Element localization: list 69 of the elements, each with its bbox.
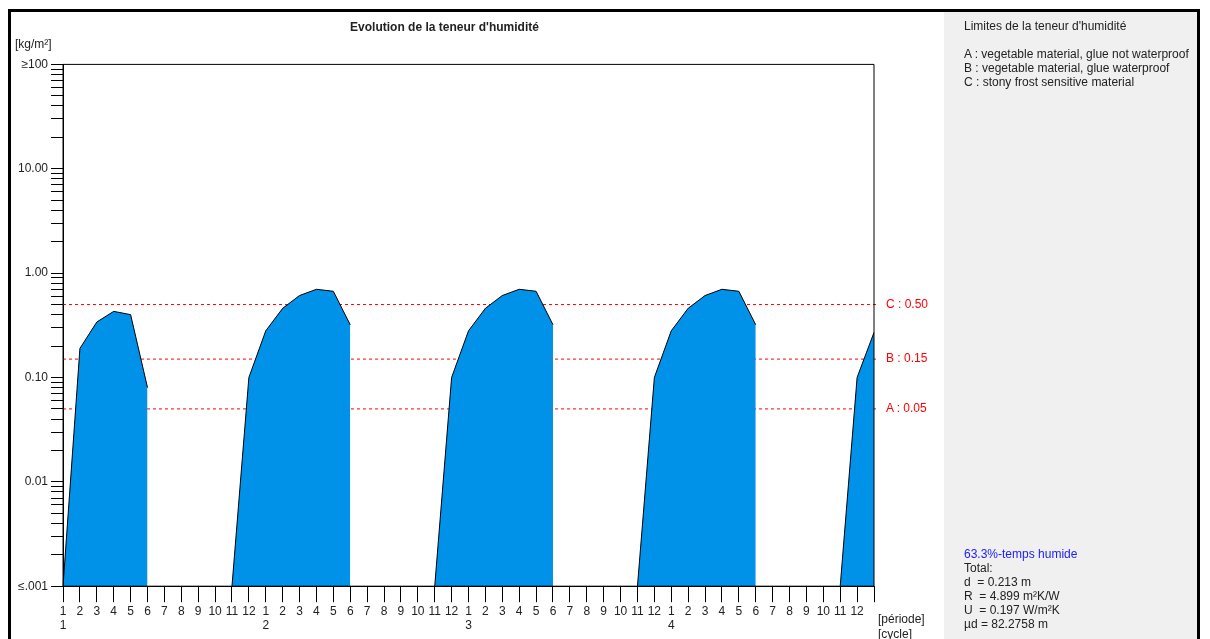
text: C : stony frost sensitive material: [963, 75, 1136, 89]
text: U = 0.197 W/m²K: [963, 603, 1061, 617]
y-tick-label: ≥100: [21, 56, 49, 71]
x-tick-label: 2: [482, 603, 490, 618]
x-tick-label: 3: [701, 603, 709, 618]
y-tick-label: 0.10: [24, 369, 49, 384]
x-tick-label: 5: [532, 603, 540, 618]
x-tick-label: 3: [296, 603, 304, 618]
x-tick-label: 12: [444, 603, 459, 618]
x-tick-label: 4: [313, 603, 321, 618]
y-tick-label: 1.00: [24, 265, 49, 280]
x-tick-label: 11: [631, 603, 645, 618]
x-tick-label: 11: [225, 603, 239, 618]
y-tick-label: ≤.001: [18, 578, 49, 593]
x-tick-label: 8: [786, 603, 794, 618]
x-tick-label: 8: [380, 603, 388, 618]
x-tick-label: 8: [583, 603, 591, 618]
x-tick-label: 8: [177, 603, 185, 618]
x-tick-label: 4: [718, 603, 726, 618]
x-tick-label: 12: [242, 603, 256, 618]
x-tick-label: 6: [549, 603, 557, 618]
text: µd = 82.2758 m: [963, 617, 1049, 631]
x-tick-label: 3: [498, 603, 506, 618]
y-axis-title: [kg/m²]: [15, 36, 52, 51]
x-tick-label: 4: [515, 603, 523, 618]
x-tick-label: 10: [208, 603, 223, 618]
x-tick-label: 1 2: [262, 603, 270, 633]
text: Total:: [963, 561, 994, 575]
text: 63.3%-temps humide: [963, 547, 1078, 561]
text: d = 0.213 m: [963, 575, 1033, 589]
x-tick-label: 2: [76, 603, 84, 618]
x-tick-label: 1 1: [59, 603, 67, 633]
x-tick-label: 10: [613, 603, 628, 618]
x-tick-label: 9: [600, 603, 608, 618]
chart-title: Evolution de la teneur d'humidité: [350, 19, 540, 34]
x-tick-label: 5: [735, 603, 743, 618]
x-tick-label: 7: [566, 603, 574, 618]
x-tick-label: 5: [330, 603, 338, 618]
x-tick-label: 3: [93, 603, 101, 618]
x-tick-label: 10: [816, 603, 831, 618]
x-tick-label: 4: [110, 603, 118, 618]
x-tick-label: 6: [144, 603, 152, 618]
text: A : vegetable material, glue not waterproof: [963, 47, 1189, 61]
x-tick-label: 11: [428, 603, 442, 618]
x-tick-label: 11: [833, 603, 847, 618]
x-tick-label: 1 3: [465, 603, 473, 633]
x-tick-label: 5: [127, 603, 135, 618]
x-tick-label: 7: [769, 603, 777, 618]
x-tick-label: 6: [346, 603, 354, 618]
x-tick-label: 9: [397, 603, 405, 618]
x-tick-label: 6: [752, 603, 760, 618]
ref-line-label: C : 0.50: [886, 296, 929, 311]
x-tick-label: 1 4: [667, 603, 675, 633]
x-tick-label: 12: [850, 603, 865, 618]
x-tick-label: 7: [363, 603, 371, 618]
x-tick-label: 10: [411, 603, 425, 618]
y-tick-label: 0.01: [24, 474, 49, 489]
x-tick-label: 2: [279, 603, 287, 618]
ref-line-label: A : 0.05: [886, 401, 928, 416]
ref-line-label: B : 0.15: [886, 351, 928, 366]
x-tick-label: 7: [161, 603, 169, 618]
x-tick-label: 9: [803, 603, 811, 618]
x-tick-label: 2: [684, 603, 692, 618]
x-tick-label: 9: [194, 603, 202, 618]
text: Limites de la teneur d'humidité: [963, 19, 1128, 33]
text: B : vegetable material, glue waterproof: [963, 61, 1171, 75]
text: R = 4.899 m²K/W: [963, 589, 1061, 603]
y-tick-label: 10.00: [18, 161, 49, 176]
x-tick-label: 12: [647, 603, 662, 618]
